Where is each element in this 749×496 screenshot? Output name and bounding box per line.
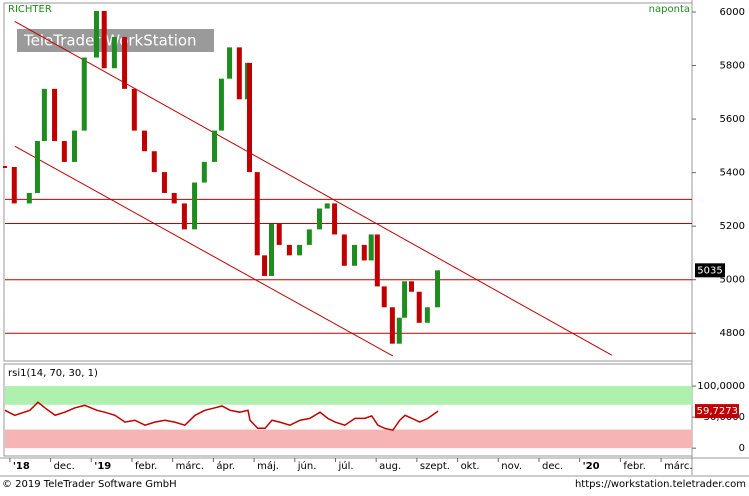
- candle: [408, 281, 414, 292]
- candle: [306, 229, 312, 245]
- candle: [151, 151, 157, 173]
- candle: [361, 244, 367, 261]
- rsi-band: [5, 386, 692, 405]
- candle: [247, 62, 253, 173]
- x-tick-label: dec.: [54, 461, 75, 472]
- x-tick-label: szept.: [420, 461, 450, 472]
- current-rsi-box: [695, 404, 739, 419]
- candle: [34, 141, 40, 193]
- candle: [368, 234, 374, 261]
- y-tick-label: 5600: [720, 114, 745, 125]
- x-tick-label: júl.: [337, 460, 353, 472]
- x-tick-label: '18: [13, 461, 30, 472]
- candle: [61, 141, 67, 162]
- x-tick-label: febr.: [623, 461, 645, 472]
- y-tick-label: 100,0000: [697, 381, 745, 392]
- candle: [286, 244, 292, 256]
- x-tick-label: márc.: [176, 460, 204, 472]
- rsi-line: [4, 401, 439, 432]
- candle: [416, 291, 422, 323]
- candle: [26, 192, 32, 204]
- y-tick-label: 0: [739, 443, 745, 454]
- candle: [268, 224, 274, 276]
- candle: [435, 270, 441, 308]
- trendline: [14, 145, 394, 357]
- candle: [161, 172, 167, 193]
- candle: [236, 47, 242, 100]
- x-tick-label: ápr.: [216, 460, 235, 472]
- copyright: © 2019 TeleTrader Software GmbH: [2, 479, 177, 490]
- candle: [212, 130, 218, 162]
- candle: [192, 182, 198, 230]
- candle: [389, 307, 395, 344]
- x-tick-label: '20: [583, 461, 600, 472]
- symbol: RICHTER: [8, 4, 52, 15]
- candle: [352, 244, 358, 266]
- candle: [297, 244, 303, 256]
- url: https://workstation.teletrader.com: [575, 479, 746, 490]
- candle: [142, 130, 148, 152]
- period: naponta: [649, 4, 690, 15]
- candle: [111, 36, 117, 69]
- candle: [101, 10, 107, 69]
- x-tick-label: márc.: [664, 460, 692, 472]
- candle: [254, 172, 260, 256]
- candle: [262, 255, 268, 276]
- rsi-title: rsi1(14, 70, 30, 1): [8, 368, 98, 379]
- y-tick-label: 5400: [720, 168, 745, 179]
- candle: [122, 36, 128, 89]
- x-tick-label: dec.: [542, 461, 563, 472]
- candle: [324, 203, 330, 209]
- candle: [201, 161, 207, 183]
- x-tick-label: nov.: [501, 461, 522, 472]
- candle: [402, 281, 408, 318]
- candle: [341, 234, 347, 266]
- y-tick-label: 4800: [720, 328, 745, 339]
- trendline: [14, 20, 613, 356]
- y-tick-label: 6000: [720, 7, 745, 18]
- candle: [181, 203, 187, 230]
- x-tick-label: '19: [94, 461, 111, 472]
- current-price-box: [695, 263, 725, 278]
- candle: [72, 130, 78, 162]
- candle: [317, 208, 323, 230]
- x-tick-label: jún.: [297, 460, 317, 472]
- candle: [41, 88, 47, 142]
- candle: [424, 307, 430, 323]
- x-tick-label: febr.: [135, 461, 157, 472]
- current-rsi: 59,7273: [697, 406, 738, 417]
- current-price: 5035: [697, 265, 722, 276]
- candle: [276, 224, 282, 245]
- candle: [52, 88, 58, 142]
- watermark: TeleTrader WorkStation: [23, 32, 197, 50]
- candle: [227, 47, 233, 79]
- candle: [374, 234, 380, 287]
- x-tick-label: okt.: [461, 461, 480, 472]
- candle: [381, 286, 387, 308]
- candle: [93, 10, 99, 58]
- y-tick-label: 5800: [720, 61, 745, 72]
- candle: [11, 167, 17, 204]
- candle: [3, 166, 7, 169]
- rsi-band: [5, 429, 692, 449]
- candle: [131, 88, 137, 131]
- x-tick-label: aug.: [379, 461, 401, 472]
- candle: [218, 78, 224, 131]
- candle: [396, 317, 402, 344]
- candle: [332, 203, 338, 235]
- x-tick-label: máj.: [257, 460, 279, 472]
- y-tick-label: 5200: [720, 221, 745, 232]
- y-tick-label: 5000: [720, 275, 745, 286]
- candle: [81, 57, 87, 131]
- candle: [171, 192, 177, 204]
